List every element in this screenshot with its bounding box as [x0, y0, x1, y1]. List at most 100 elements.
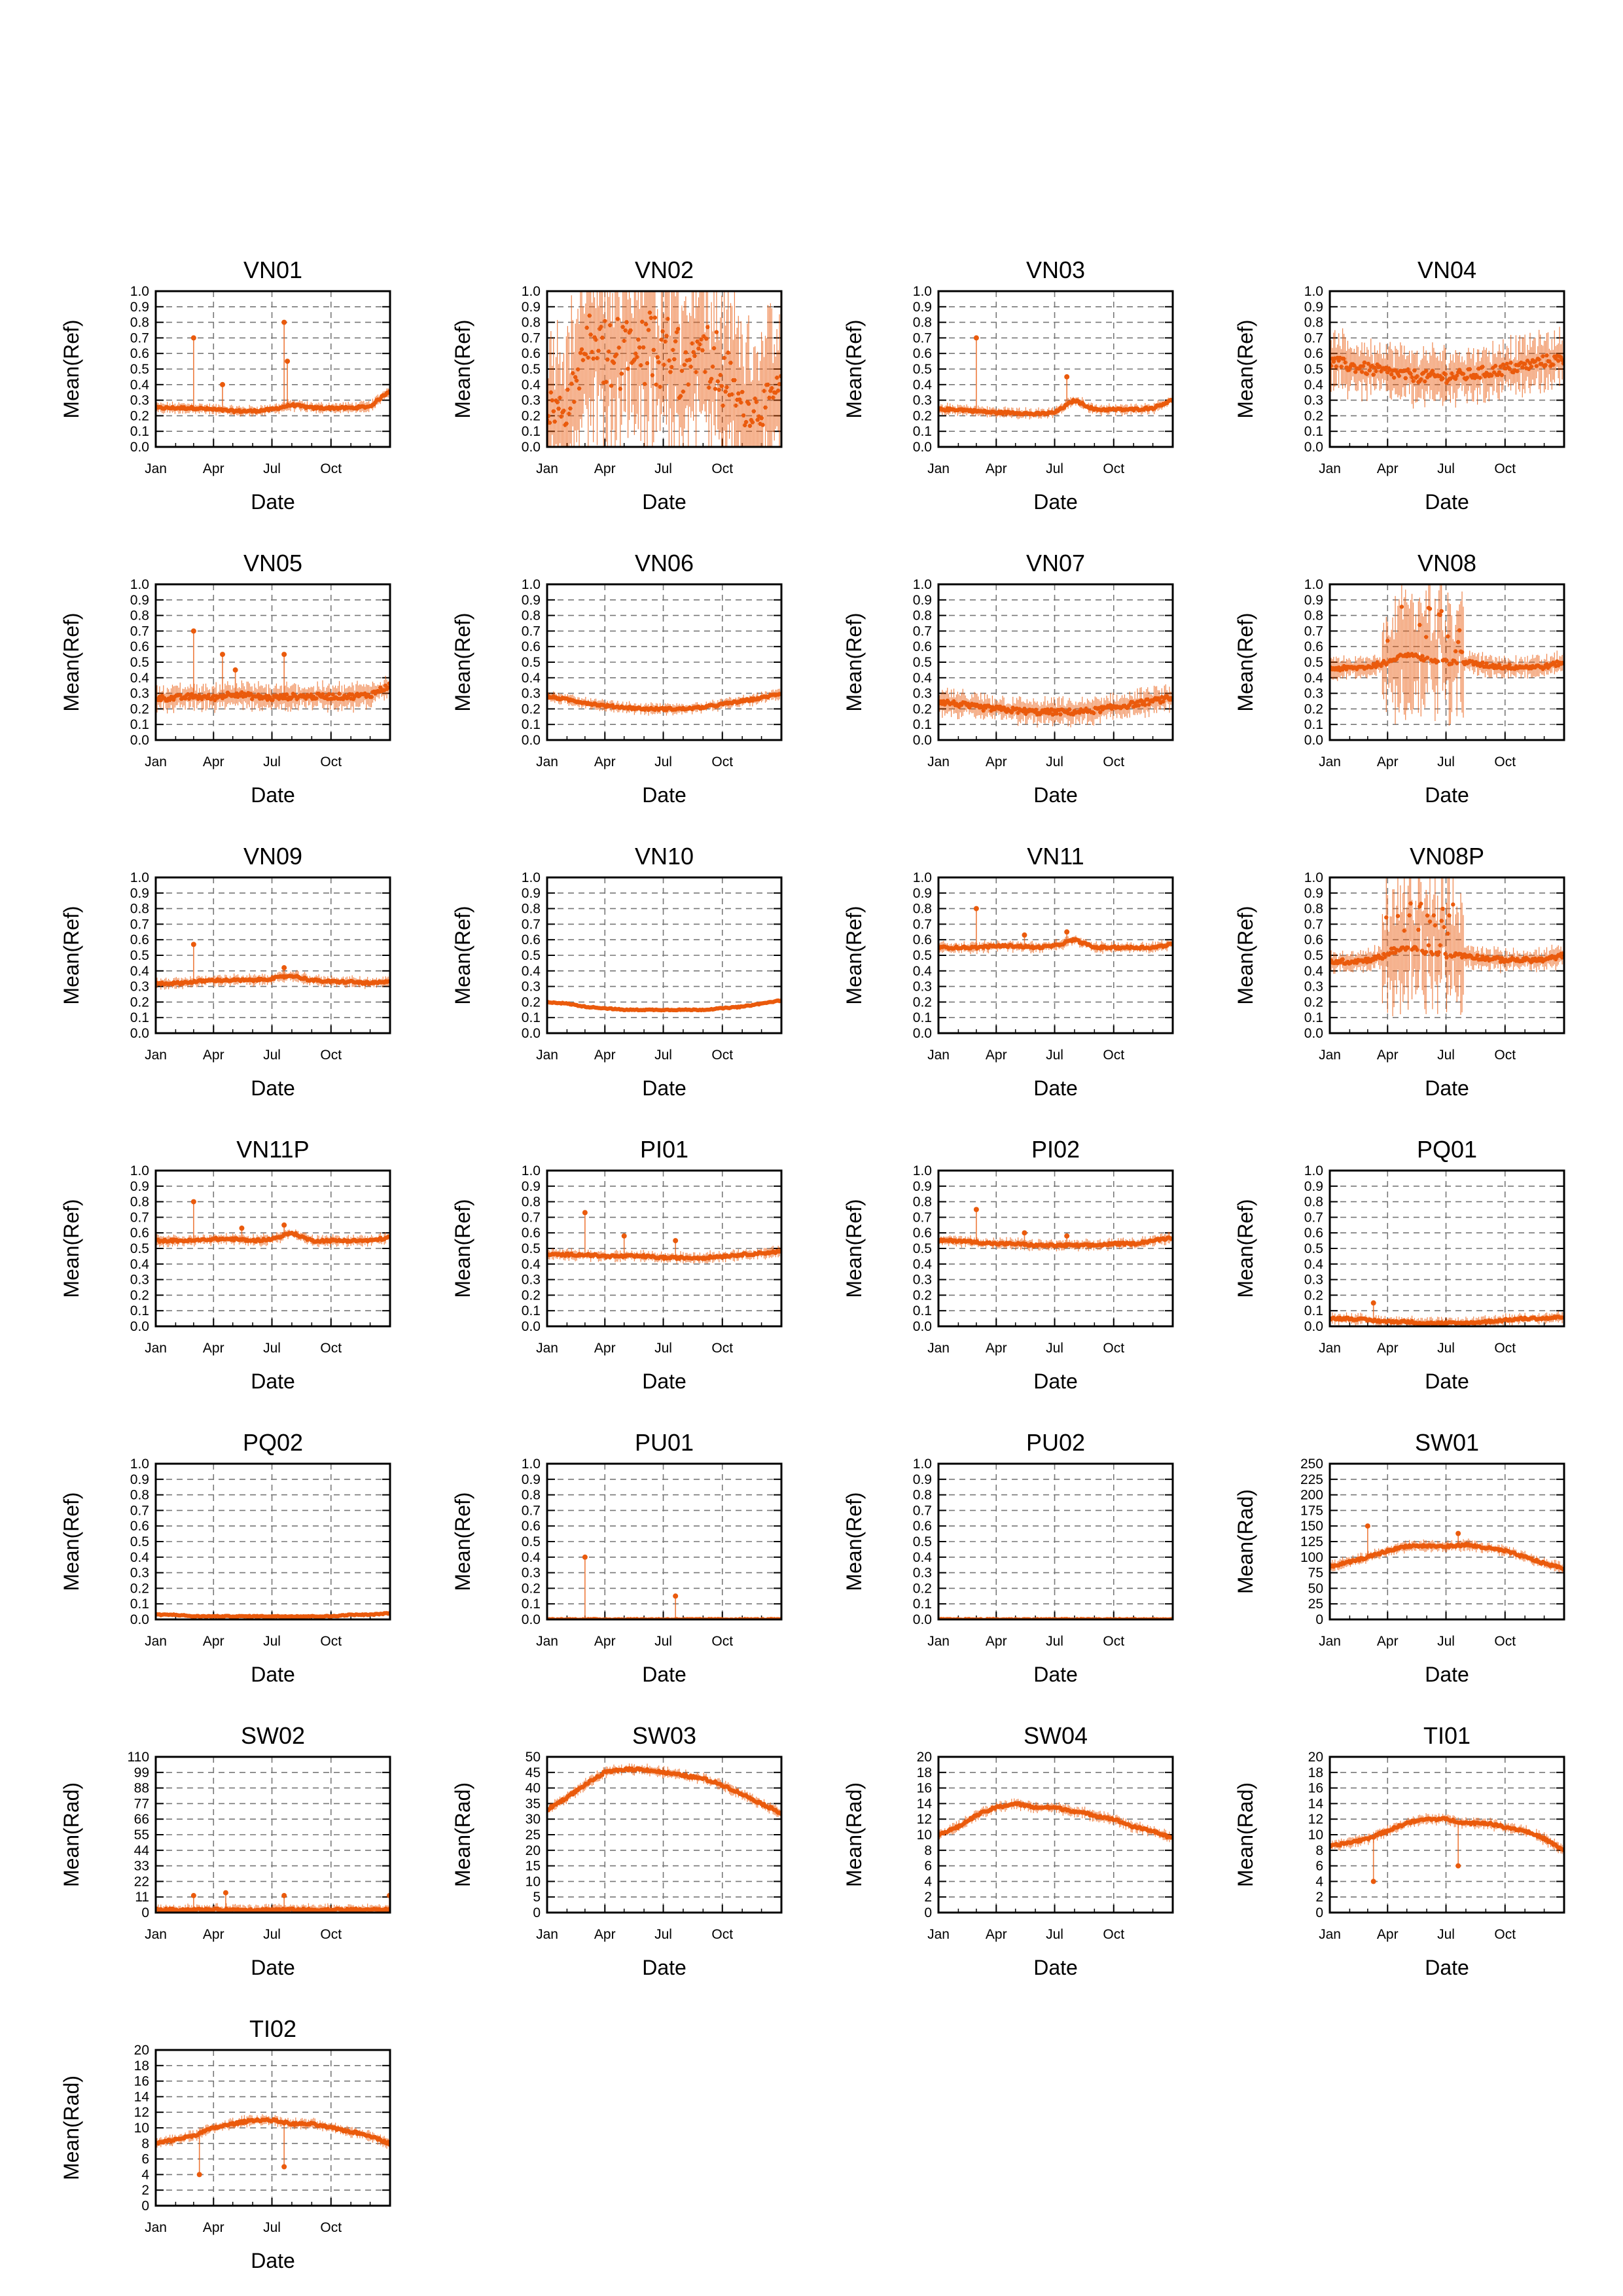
x-tick-label: Oct: [1103, 1048, 1124, 1063]
x-tick-label: Jul: [1046, 461, 1063, 476]
outlier-point: [281, 319, 287, 325]
chart-title: VN01: [243, 256, 302, 283]
y-tick-label: 0.6: [130, 639, 149, 654]
x-axis-label: Date: [1425, 490, 1469, 514]
y-tick-label: 0.0: [913, 1026, 932, 1041]
y-tick-label: 0.2: [913, 701, 932, 716]
y-tick-label: 0.2: [1304, 995, 1323, 1010]
y-tick-label: 0.8: [913, 315, 932, 330]
y-tick-label: 0.0: [1304, 440, 1323, 455]
data-point: [1425, 913, 1430, 918]
y-tick-label: 0.0: [522, 440, 541, 455]
x-tick-label: Apr: [203, 461, 224, 476]
data-point: [1451, 902, 1455, 907]
x-tick-label: Jan: [536, 461, 558, 476]
y-axis-label: Mean(Ref): [60, 612, 83, 711]
x-tick-label: Oct: [1494, 1048, 1516, 1063]
y-tick-label: 0.5: [913, 655, 932, 670]
data-point: [1442, 925, 1446, 930]
y-tick-label: 0.7: [1304, 917, 1323, 932]
y-tick-label: 0.5: [1304, 948, 1323, 963]
x-tick-label: Apr: [986, 461, 1007, 476]
y-tick-label: 0.1: [522, 717, 541, 732]
y-tick-label: 0.1: [130, 1010, 149, 1025]
chart-svg: VN01 0.00.10.20.30.40.50.60.70.80.91.0 Jan…: [60, 256, 391, 514]
x-axis-label: Date: [1033, 1076, 1078, 1100]
y-tick-label: 0.8: [130, 902, 149, 917]
y-tick-label: 0.6: [522, 639, 541, 654]
y-tick-label: 1.0: [913, 870, 932, 885]
y-tick-label: 0.5: [522, 655, 541, 670]
data-point: [603, 319, 607, 323]
y-tick-label: 0.2: [913, 995, 932, 1010]
data-layer: [156, 628, 390, 714]
y-tick-label: 0.9: [1304, 886, 1323, 901]
plot-frame: [546, 583, 783, 741]
x-tick-label: Oct: [320, 1048, 342, 1063]
data-layer: [156, 942, 390, 990]
outlier-point: [232, 667, 238, 673]
y-tick-label: 0.2: [913, 408, 932, 423]
y-tick-label: 1.0: [522, 870, 541, 885]
plot-frame: [546, 876, 783, 1034]
y-tick-label: 0.4: [1304, 964, 1324, 979]
outlier-point: [190, 335, 196, 341]
y-tick-label: 0.5: [1304, 362, 1323, 377]
y-tick-label: 0.6: [1304, 639, 1323, 654]
y-tick-label: 0.0: [522, 1026, 541, 1041]
y-tick-label: 0.3: [522, 393, 541, 408]
x-tick-label: Jan: [1319, 461, 1341, 476]
chart-panel-vn02: VN02 0.0 0.1 0.2 0.3 0.4 0.5 0.6 0.7 0.8 0.9 1.0 Jan…: [391, 236, 784, 523]
data-point: [1395, 913, 1400, 919]
x-tick-label: Jan: [145, 461, 167, 476]
plot-frame: [154, 583, 391, 741]
chart-title: VN06: [635, 550, 694, 576]
y-tick-label: 0.8: [1304, 902, 1323, 917]
x-axis-label: Date: [642, 490, 687, 514]
y-tick-label: 1.0: [130, 870, 149, 885]
chart-title: VN10: [635, 843, 694, 870]
outlier-point: [281, 965, 287, 971]
y-tick-label: 0.4: [522, 964, 541, 979]
chart-svg: VN06 0.00.10.20.30.40.50.60.70.80.91.0 Jan…: [451, 550, 783, 807]
x-axis-label: Date: [1425, 783, 1469, 807]
y-axis-label: Mean(Ref): [1234, 906, 1257, 1004]
chart-svg: VN07 0.00.10.20.30.40.50.60.70.80.91.0 Jan…: [842, 550, 1174, 807]
y-tick-label: 0.0: [130, 1026, 149, 1041]
x-tick-label: Apr: [594, 1048, 616, 1063]
outlier-point: [190, 942, 196, 947]
chart-svg: VN04 0.00.10.20.30.40.50.60.70.80.91.0 Jan…: [1234, 256, 1565, 514]
chart-title: VN02: [635, 256, 694, 283]
chart-panel-vn10: VN10 0.0 0.1 0.2 0.3 0.4 0.5 0.6 0.7 0.8 0.9 1.0 Jan…: [391, 822, 784, 1110]
x-tick-label: Jul: [263, 461, 281, 476]
y-tick-label: 0.5: [130, 655, 149, 670]
data-point: [619, 371, 624, 376]
chart-svg: VN08 0.00.10.20.30.40.50.60.70.80.91.0 Jan…: [1234, 550, 1565, 807]
x-tick-label: Jul: [1046, 1048, 1063, 1063]
y-axis-label: Mean(Ref): [451, 319, 474, 418]
x-tick-label: Apr: [1377, 1048, 1399, 1063]
y-tick-label: 0.3: [1304, 686, 1323, 701]
chart-panel-vn07: VN07 0.0 0.1 0.2 0.3 0.4 0.5 0.6 0.7 0.8 0.9 1.0 Jan…: [783, 529, 1175, 817]
chart-panel-vn11: VN11 0.0 0.1 0.2 0.3 0.4 0.5 0.6 0.7 0.8 0.9 1.0 Jan…: [783, 822, 1175, 1110]
y-tick-label: 0.2: [522, 408, 541, 423]
plot-frame: [1329, 583, 1565, 741]
chart-svg: VN05 0.00.10.20.30.40.50.60.70.80.91.0 Jan…: [60, 550, 391, 807]
y-axis-label: Mean(Ref): [60, 319, 83, 418]
y-tick-label: 0.4: [913, 671, 933, 686]
x-tick-label: Apr: [986, 754, 1007, 769]
x-axis-label: Date: [251, 1076, 295, 1100]
data-layer: [1330, 584, 1564, 726]
x-tick-label: Jan: [1319, 1048, 1341, 1063]
x-tick-label: Oct: [1494, 754, 1516, 769]
y-tick-label: 0.5: [1304, 655, 1323, 670]
chart-title: VN07: [1026, 550, 1085, 576]
y-tick-label: 0.5: [913, 362, 932, 377]
y-tick-label: 0.4: [1304, 671, 1324, 686]
y-tick-label: 0.5: [130, 948, 149, 963]
y-tick-label: 0.7: [913, 917, 932, 932]
y-tick-label: 0.2: [522, 995, 541, 1010]
y-tick-label: 1.0: [913, 577, 932, 592]
data-point: [1423, 949, 1429, 955]
